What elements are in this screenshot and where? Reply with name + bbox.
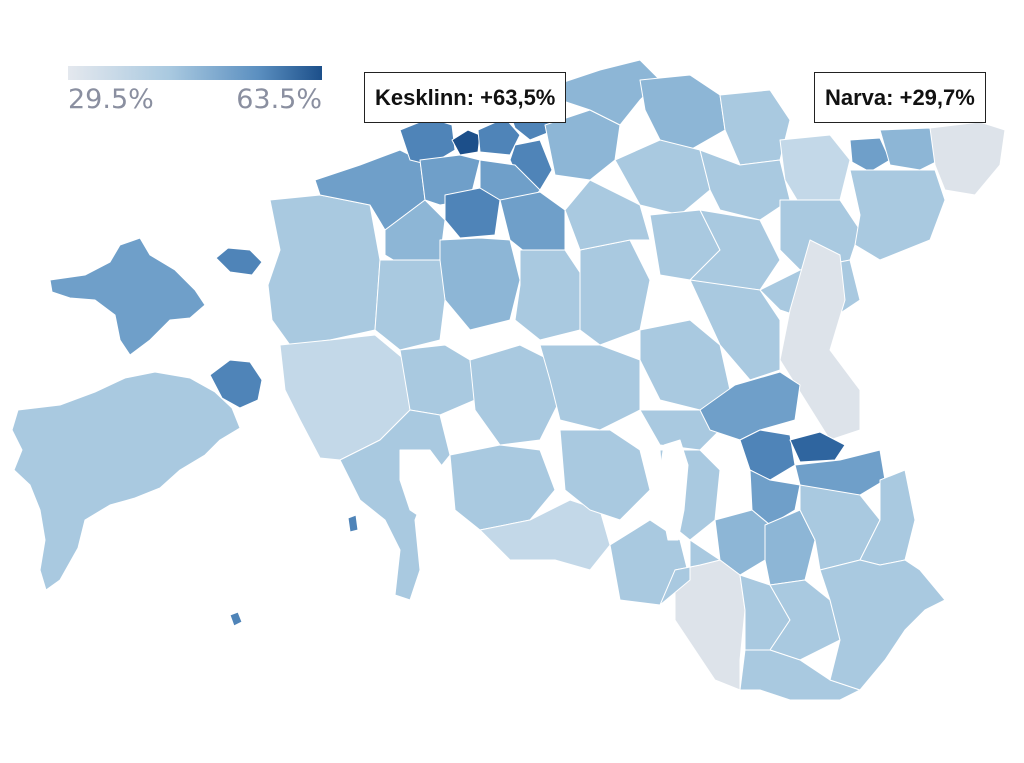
region-setomaa[interactable] <box>819 559 946 691</box>
lake-vortsjarv <box>659 439 689 541</box>
region-poltsamaa[interactable] <box>639 409 721 451</box>
region-toila[interactable] <box>779 134 851 206</box>
region-kihnu[interactable] <box>347 514 359 533</box>
region-mustvee[interactable] <box>689 279 781 381</box>
region-tallinn-kesklinn[interactable] <box>451 129 481 156</box>
region-toris[interactable] <box>469 344 561 446</box>
legend-gradient-bar <box>68 66 322 80</box>
region-sillamae[interactable] <box>879 127 941 171</box>
region-voru[interactable] <box>769 579 841 661</box>
color-legend: 29.5% 63.5% <box>68 66 322 115</box>
region-viru-nigula[interactable] <box>699 149 791 221</box>
region-kohtla-jarve[interactable] <box>849 137 891 173</box>
regions <box>11 59 1006 701</box>
region-kehtna[interactable] <box>374 259 446 351</box>
region-vihula[interactable] <box>719 89 791 166</box>
region-viljandi[interactable] <box>559 429 651 521</box>
region-tartu-north[interactable] <box>699 371 801 441</box>
legend-max-label: 63.5% <box>236 84 322 115</box>
region-torva[interactable] <box>659 539 721 606</box>
region-luunja[interactable] <box>789 431 846 463</box>
region-haljala[interactable] <box>639 74 726 151</box>
region-tartu-city[interactable] <box>739 429 796 481</box>
region-hiiumaa[interactable] <box>49 237 206 356</box>
region-narva-joesuu[interactable] <box>849 169 946 261</box>
region-vormsi[interactable] <box>215 247 263 276</box>
region-pohja-sakala[interactable] <box>539 344 641 431</box>
parnu-bay <box>399 449 446 521</box>
region-kuusalu[interactable] <box>554 59 661 126</box>
region-tapa[interactable] <box>564 179 651 251</box>
region-jarva[interactable] <box>579 239 651 346</box>
legend-min-label: 29.5% <box>68 84 154 115</box>
region-jarva-ambla[interactable] <box>514 249 586 341</box>
region-parnu-west[interactable] <box>399 344 476 416</box>
region-rapla[interactable] <box>439 237 521 331</box>
region-rouge[interactable] <box>739 649 861 701</box>
callout-kesklinn: Kesklinn: +63,5% <box>364 72 567 123</box>
callout-narva: Narva: +29,7% <box>814 72 986 123</box>
region-laane[interactable] <box>267 194 381 346</box>
region-ruhnu[interactable] <box>229 611 243 627</box>
region-saaremaa[interactable] <box>11 371 241 591</box>
legend-labels: 29.5% 63.5% <box>68 84 322 115</box>
region-peipsi-north[interactable] <box>779 239 861 441</box>
region-narva[interactable] <box>929 121 1006 196</box>
region-muhu[interactable] <box>209 359 263 409</box>
region-saarde[interactable] <box>449 444 556 531</box>
